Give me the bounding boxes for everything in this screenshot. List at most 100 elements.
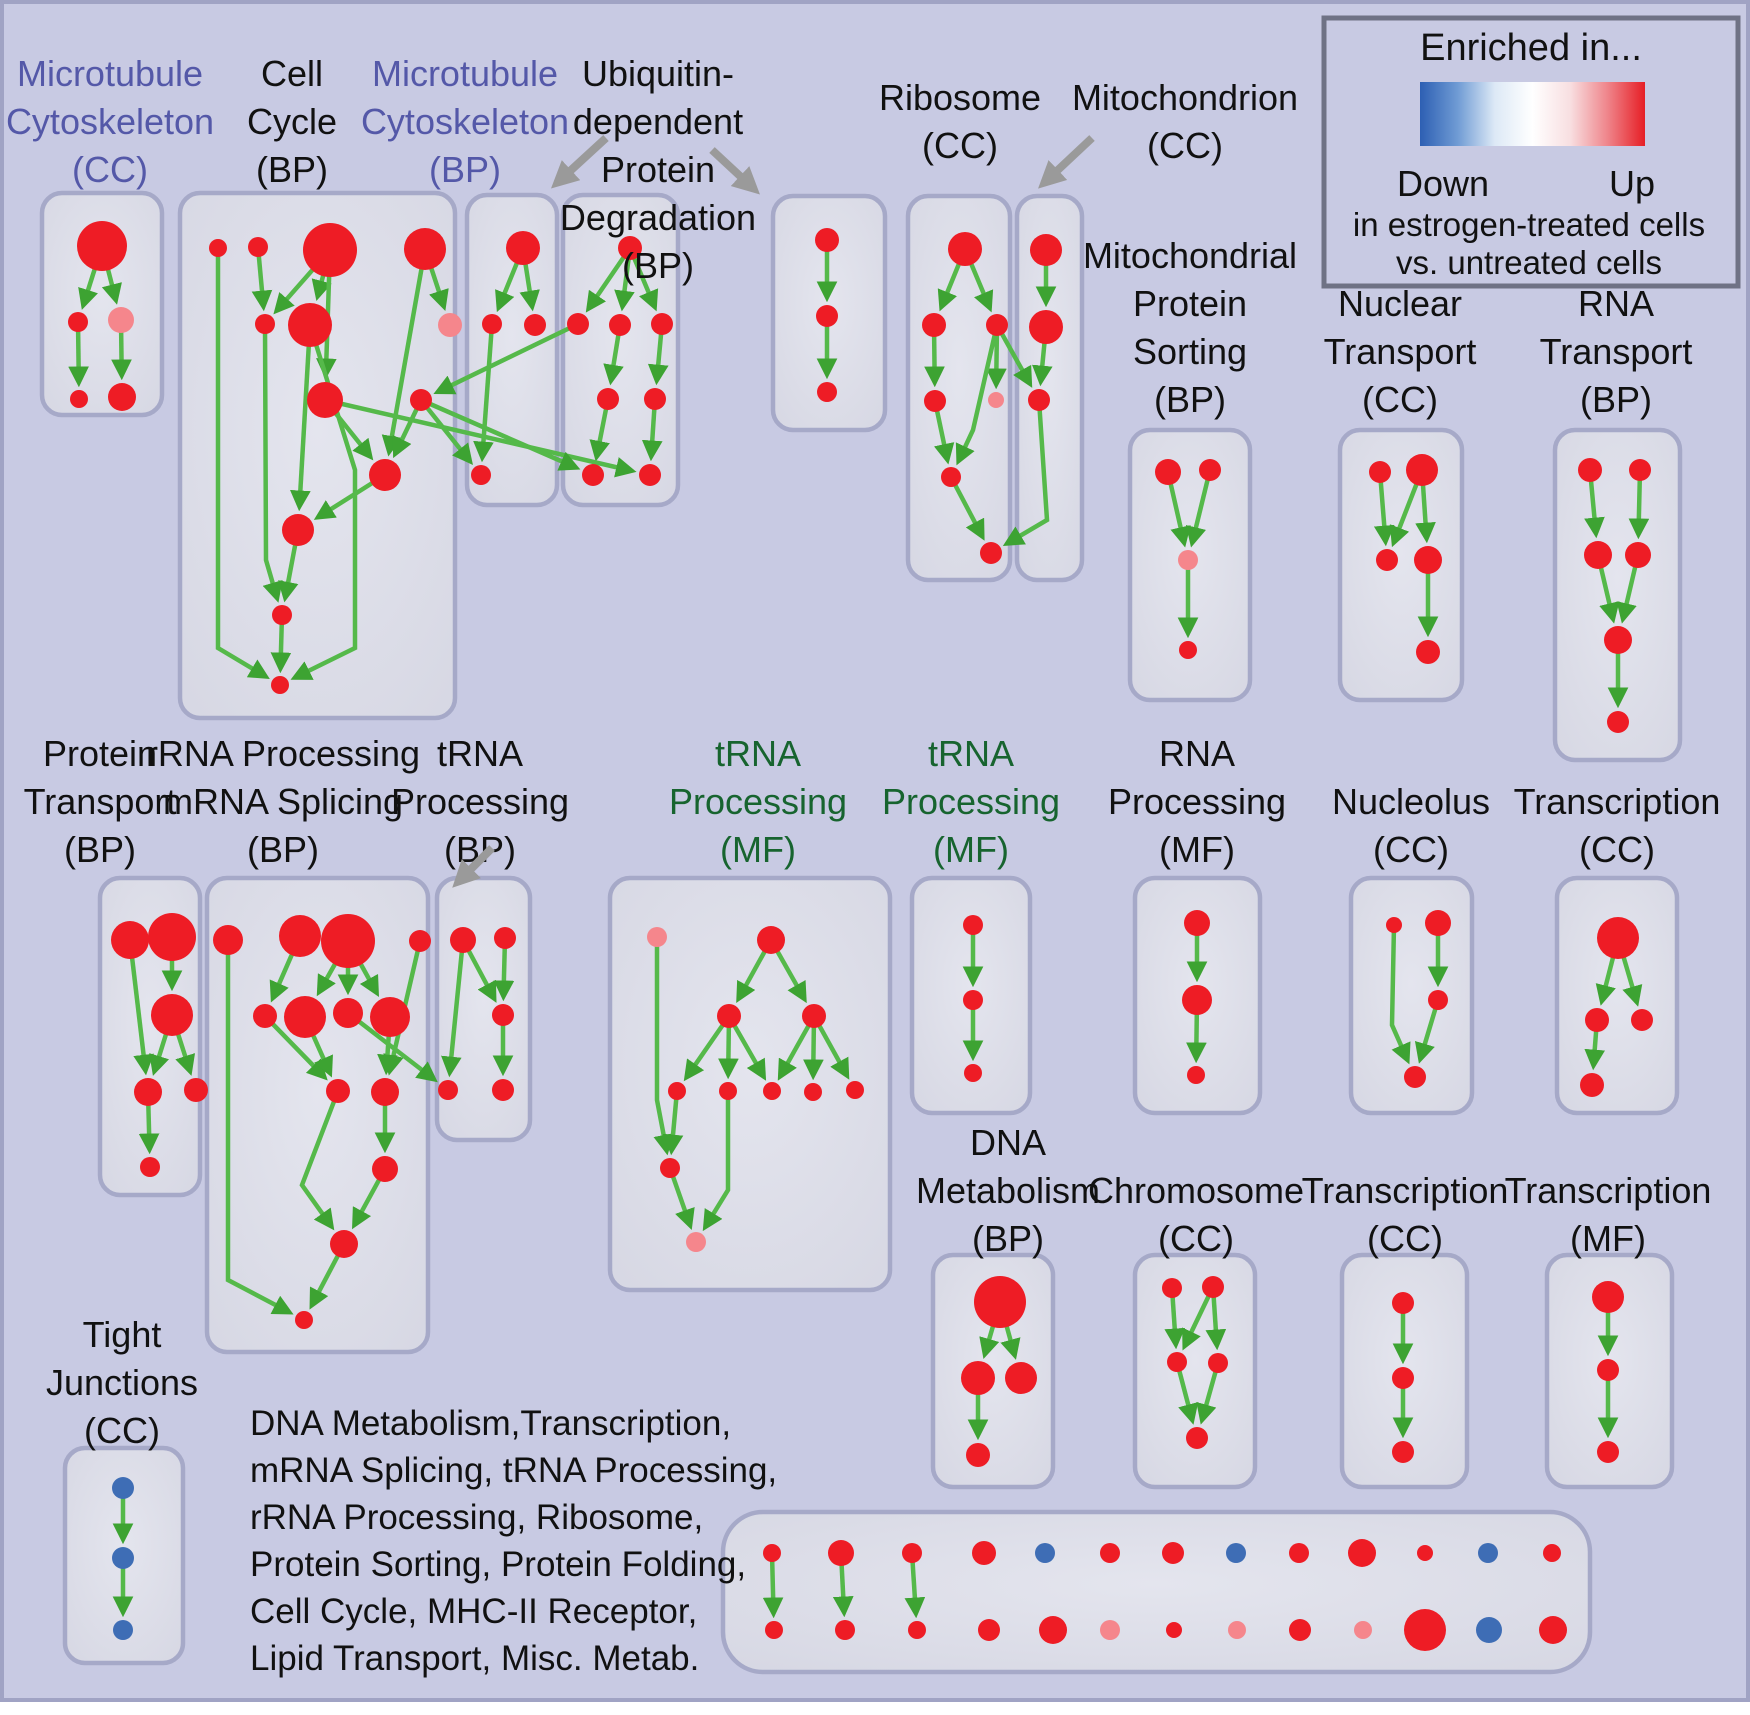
cluster-box-trna-processing-mf-large [607,875,893,1293]
go-term-node [1186,1427,1208,1449]
go-term-node [438,313,462,337]
go-term-node [757,926,785,954]
cluster-box-nuclear-transport-cc [1337,427,1465,703]
go-term-node [763,1544,781,1562]
go-term-node [272,605,292,625]
go-term-node [815,228,839,252]
go-term-node [1478,1543,1498,1563]
go-term-node [111,921,149,959]
cluster-label-transcription-cc-upper: Transcription [1514,781,1721,822]
go-term-node [248,237,268,257]
go-term-node [209,239,227,257]
misc-annotation-line: mRNA Splicing, tRNA Processing, [250,1451,777,1490]
cluster-label-mitochondrial-protein-sorting-bp: Sorting [1133,331,1247,372]
edge [1185,469,1213,548]
edge [1373,471,1395,547]
go-term-node [1607,711,1629,733]
cross-edge [419,398,473,466]
go-term-node [668,1082,686,1100]
go-term-node [1202,1276,1224,1298]
go-term-node [1369,461,1391,483]
misc-annotation-line: Protein Sorting, Protein Folding, [250,1545,746,1584]
cluster-label-microtubule-cytoskeleton-bp: (BP) [429,149,501,190]
cluster-label-dna-metabolism-bp: (BP) [972,1218,1044,1259]
go-term-node [1629,459,1651,481]
go-term-node [1039,1616,1067,1644]
go-term-node [112,1547,134,1569]
cluster-box-misc-pathways [720,1509,1593,1675]
go-term-node [618,236,642,260]
cluster-label-mitochondrial-protein-sorting-bp: Mitochondrial [1083,235,1297,276]
cluster-label-mitochondrial-protein-sorting-bp: Protein [1133,283,1247,324]
edge [473,323,495,463]
go-term-node [660,1158,680,1178]
cluster-label-nuclear-transport-cc: Transport [1324,331,1477,372]
edge [263,1014,328,1081]
edge [127,939,154,1076]
go-term-node [1584,541,1612,569]
go-term-node [835,1620,855,1640]
go-term-node [961,1361,995,1395]
cluster-label-chromosome-cc: Chromosome [1088,1170,1304,1211]
go-term-node [1604,626,1632,654]
go-term-node [1425,910,1451,936]
cluster-label-rna-processing-mf: RNA [1159,733,1235,774]
go-term-node [902,1543,922,1563]
cluster-label-trna-processing-mf-small: Processing [882,781,1060,822]
edge [585,246,632,313]
go-term-node [1029,310,1063,344]
go-term-node [1226,1543,1246,1563]
go-term-node [639,464,661,486]
cluster-label-microtubule-cytoskeleton-cc: Cytoskeleton [6,101,214,142]
go-term-node [1414,546,1442,574]
cluster-label-tight-junctions-cc: Tight [83,1314,162,1355]
go-term-node [582,464,604,486]
go-term-node [482,314,502,334]
go-term-node [1178,550,1198,570]
go-term-node [271,676,289,694]
misc-annotation-line: DNA Metabolism,Transcription, [250,1404,731,1443]
go-term-node [974,1276,1026,1328]
go-term-node [802,1004,826,1028]
cluster-label-rna-transport-bp: (BP) [1580,379,1652,420]
go-term-node [644,388,666,410]
go-term-node [828,1540,854,1566]
go-term-node [326,1079,350,1103]
go-term-node [70,390,88,408]
go-term-node [108,307,134,333]
go-term-node [804,1083,822,1101]
go-term-node [68,312,88,332]
go-term-node [1208,1353,1228,1373]
cluster-label-mitochondrion-cc: Mitochondrion [1072,77,1298,118]
go-term-node [253,1004,277,1028]
go-term-node [966,1443,990,1467]
go-term-node [816,305,838,327]
misc-annotation-line: Cell Cycle, MHC-II Receptor, [250,1592,697,1631]
cluster-label-rna-processing-mf: Processing [1108,781,1286,822]
go-term-node [371,1078,399,1106]
cluster-label-nuclear-transport-cc: Nuclear [1338,283,1462,324]
go-term-node [1035,1543,1055,1563]
go-term-node [717,1004,741,1028]
go-term-node [307,382,343,418]
legend-title: Enriched in... [1420,27,1642,69]
legend-subtitle-line2: vs. untreated cells [1396,244,1662,281]
go-term-node [140,1157,160,1177]
go-term-node [1162,1542,1184,1564]
go-term-node [1597,1441,1619,1463]
go-term-node [151,994,193,1036]
cluster-label-microtubule-cytoskeleton-bp: Cytoskeleton [361,101,569,142]
go-term-node [1348,1539,1376,1567]
go-term-node [492,1004,514,1026]
go-term-node [763,1082,781,1100]
go-term-node [963,990,983,1010]
go-term-node [1585,1008,1609,1032]
go-term-node [1597,1359,1619,1381]
go-term-node [651,313,673,335]
cluster-label-rna-processing-mf: (MF) [1159,829,1235,870]
go-term-node [77,221,127,271]
go-term-node [279,915,321,957]
go-term-node [964,1064,982,1082]
cluster-box-rna-transport-bp [1552,427,1683,763]
edge [290,324,313,512]
